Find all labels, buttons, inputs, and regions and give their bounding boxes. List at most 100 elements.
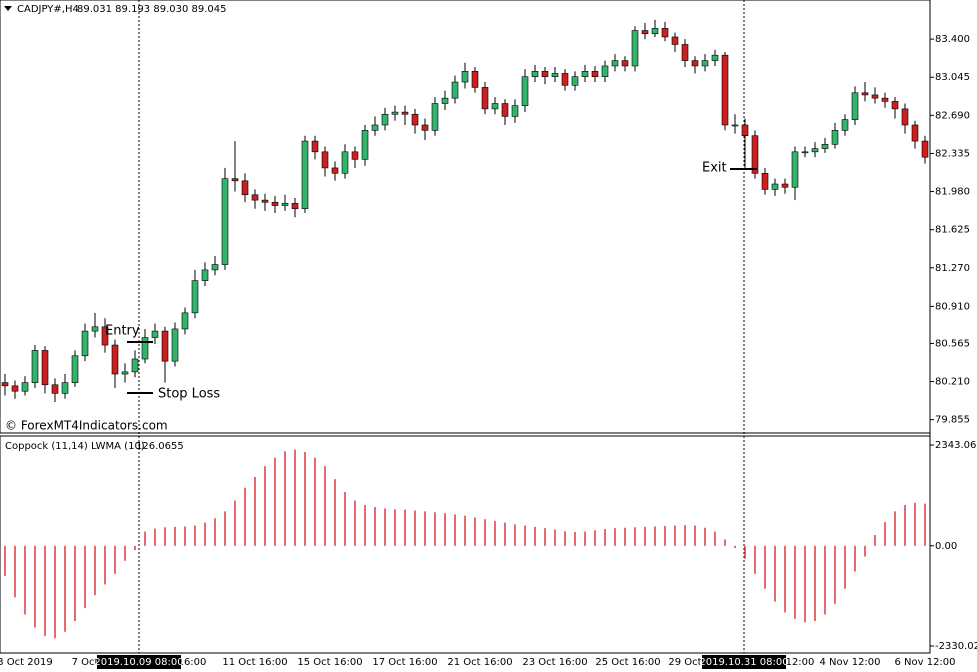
time-label: 6 Nov 12:00 <box>894 657 955 668</box>
candle-body <box>511 105 519 117</box>
candle-body <box>801 151 809 154</box>
time-label: 23 Oct 16:00 <box>522 657 587 668</box>
candle-body <box>61 382 69 394</box>
y-tick-label: 82.690 <box>935 110 970 121</box>
candle-body <box>781 183 789 188</box>
candle-body <box>311 140 319 153</box>
candle-body <box>391 111 399 115</box>
candle-body <box>371 124 379 131</box>
candle-body <box>271 201 279 206</box>
candle-body <box>151 330 159 338</box>
y-tick-label: 83.045 <box>935 72 970 83</box>
candle-body <box>551 73 559 77</box>
time-label: 29 Oct <box>668 657 701 668</box>
time-label: 4 Nov 12:00 <box>819 657 880 668</box>
cursor-label: 2019.10.09 08:00 <box>94 657 183 668</box>
candle-body <box>571 76 579 86</box>
indicator-value: 126.0655 <box>136 441 184 452</box>
y-tick-label: 80.210 <box>935 377 970 388</box>
candle-body <box>161 330 169 362</box>
candle-body <box>591 71 599 77</box>
candle-body <box>531 71 539 77</box>
annotation: Entry <box>105 324 140 339</box>
candle-body <box>621 60 629 67</box>
y-tick-label: -2330.020 <box>935 641 977 652</box>
time-label: 16:00 <box>178 657 207 668</box>
candle-body <box>681 44 689 61</box>
candle-body <box>661 28 669 38</box>
candle-body <box>761 172 769 190</box>
candle-body <box>871 94 879 99</box>
watermark: © ForexMT4Indicators.com <box>5 419 168 433</box>
candle-body <box>41 350 49 386</box>
y-tick-label: 81.980 <box>935 187 970 198</box>
candle-body <box>581 71 589 77</box>
cursor-label-box <box>97 655 181 669</box>
candle-body <box>881 97 889 102</box>
y-tick-label: 82.335 <box>935 148 970 159</box>
candle-body <box>331 167 339 174</box>
candle-body <box>461 71 469 83</box>
candle-body <box>851 92 859 120</box>
cursor-label: 2019.10.31 08:00 <box>699 657 788 668</box>
candle-body <box>691 60 699 67</box>
candle-body <box>381 113 389 126</box>
candle-body <box>51 384 59 394</box>
candle-body <box>301 140 309 210</box>
candle-body <box>841 119 849 131</box>
cursor-label-box <box>702 655 786 669</box>
y-tick-label: 79.855 <box>935 415 970 426</box>
candle-body <box>911 124 919 142</box>
candle-body <box>891 101 899 110</box>
candle-body <box>541 71 549 77</box>
candle-body <box>861 92 869 96</box>
y-tick-label: 83.400 <box>935 34 970 45</box>
time-label: 11 Oct 16:00 <box>222 657 287 668</box>
candle-body <box>791 151 799 188</box>
candle-body <box>741 124 749 137</box>
candle-body <box>141 337 149 360</box>
symbol-title: CADJPY#,H4 <box>17 4 79 15</box>
candle-body <box>281 203 289 206</box>
candle-body <box>501 103 509 117</box>
annotation: Stop Loss <box>158 387 220 402</box>
candle-body <box>401 111 409 115</box>
candle-body <box>81 330 89 357</box>
candle-body <box>671 36 679 45</box>
candle-body <box>71 355 79 383</box>
candle-body <box>181 312 189 330</box>
candle-body <box>411 113 419 126</box>
candle-body <box>731 124 739 127</box>
candle-body <box>821 144 829 149</box>
candle-body <box>321 151 329 169</box>
candle-body <box>261 199 269 203</box>
candle-body <box>21 382 29 392</box>
candle-body <box>421 124 429 131</box>
y-tick-label: 80.910 <box>935 301 970 312</box>
candle-body <box>651 28 659 35</box>
y-tick-label: 81.270 <box>935 263 970 274</box>
candle-body <box>631 30 639 67</box>
y-tick-label: 81.625 <box>935 225 970 236</box>
candle-body <box>231 178 239 182</box>
candle-body <box>91 326 99 332</box>
candle-body <box>521 76 529 106</box>
candle-body <box>251 194 259 201</box>
time-label: 15 Oct 16:00 <box>297 657 362 668</box>
candle-body <box>31 350 39 383</box>
candle-body <box>221 178 229 265</box>
candle-body <box>111 344 119 375</box>
candle-body <box>771 183 779 190</box>
candle-body <box>101 326 109 346</box>
candle-body <box>241 180 249 196</box>
candle-body <box>291 203 299 210</box>
y-tick-label: 0.00 <box>935 541 957 552</box>
candle-body <box>481 87 489 110</box>
candle-body <box>611 60 619 67</box>
candle-body <box>921 140 929 158</box>
candle-body <box>131 358 139 373</box>
candle-body <box>441 97 449 104</box>
menu-triangle <box>4 6 12 11</box>
candle-body <box>601 65 609 77</box>
